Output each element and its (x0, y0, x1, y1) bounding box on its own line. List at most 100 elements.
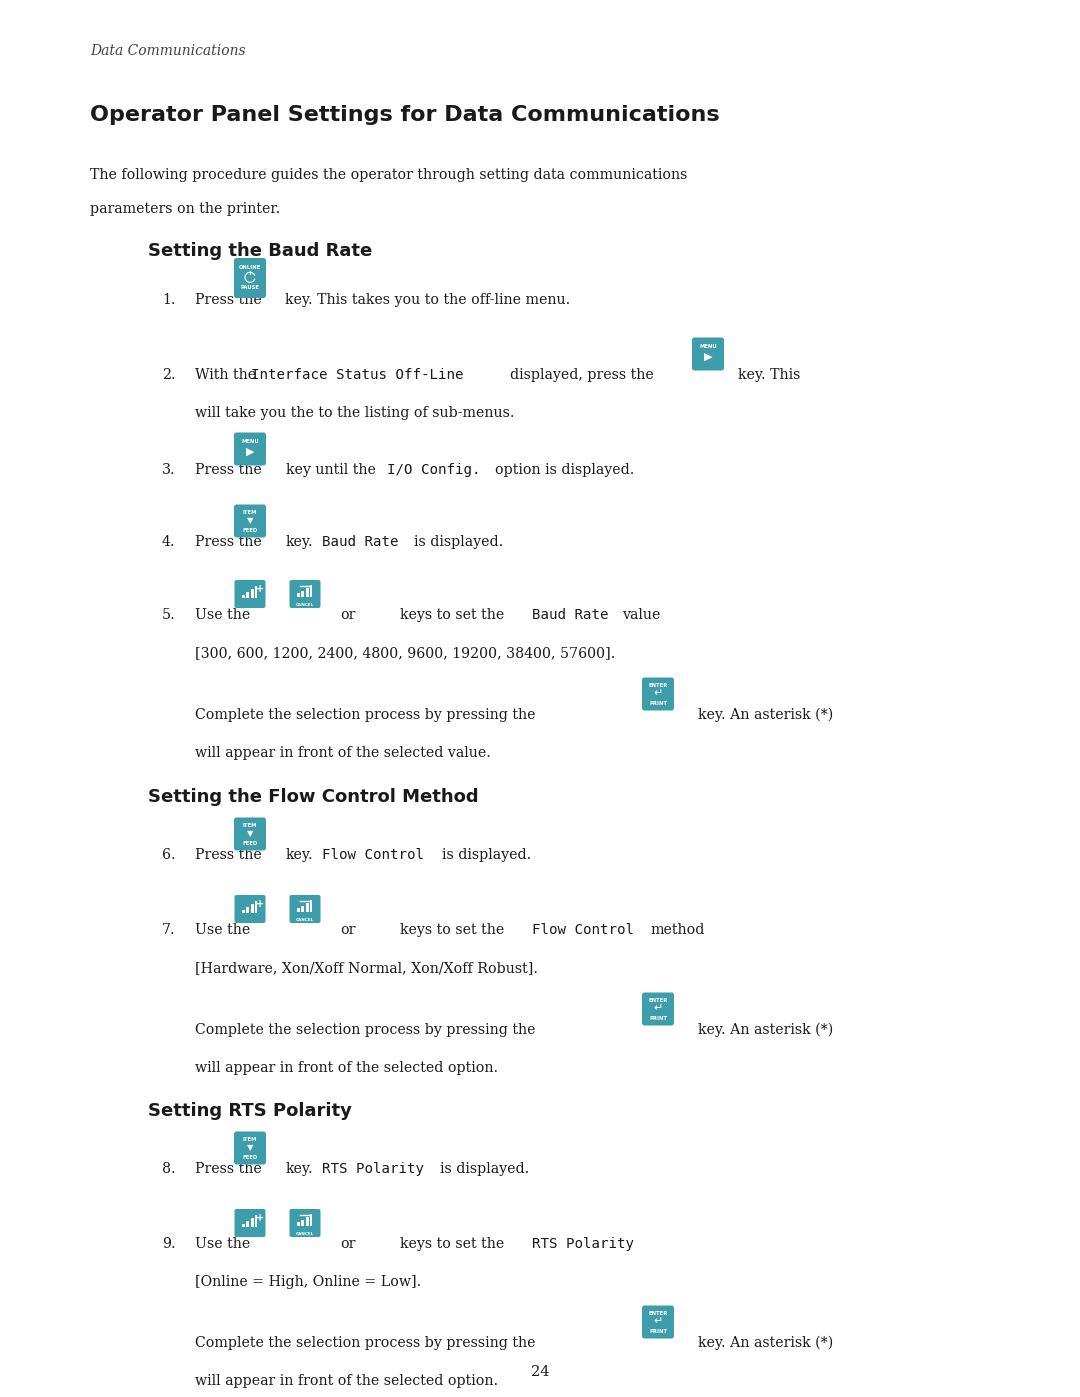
Text: or: or (340, 1236, 355, 1250)
Text: keys to set the: keys to set the (400, 923, 504, 937)
Text: Baud Rate: Baud Rate (322, 535, 399, 549)
FancyBboxPatch shape (234, 1132, 266, 1165)
Text: [Hardware, Xon/Xoff Normal, Xon/Xoff Robust].: [Hardware, Xon/Xoff Normal, Xon/Xoff Rob… (195, 961, 538, 975)
FancyBboxPatch shape (234, 1208, 266, 1236)
Text: ENTER: ENTER (648, 683, 667, 689)
Bar (251, 1218, 254, 1228)
Text: will appear in front of the selected value.: will appear in front of the selected val… (195, 746, 491, 760)
Text: FEED: FEED (242, 841, 258, 845)
Bar (306, 1217, 309, 1227)
Text: CANCEL: CANCEL (296, 918, 314, 922)
Text: Press the: Press the (195, 1162, 261, 1176)
Text: Setting the Baud Rate: Setting the Baud Rate (148, 242, 373, 260)
Text: Use the: Use the (195, 1236, 251, 1250)
Text: Press the: Press the (195, 293, 261, 307)
Text: will appear in front of the selected option.: will appear in front of the selected opt… (195, 1375, 498, 1389)
FancyBboxPatch shape (289, 1208, 321, 1236)
Bar (255, 901, 257, 914)
Text: [300, 600, 1200, 2400, 4800, 9600, 19200, 38400, 57600].: [300, 600, 1200, 2400, 4800, 9600, 19200… (195, 645, 616, 659)
Bar (301, 905, 305, 912)
Text: MENU: MENU (699, 344, 717, 349)
Text: key. This takes you to the off-line menu.: key. This takes you to the off-line menu… (285, 293, 570, 307)
FancyBboxPatch shape (234, 258, 266, 298)
Text: key.: key. (286, 848, 313, 862)
Text: RTS Polarity: RTS Polarity (532, 1236, 634, 1250)
Text: MENU: MENU (241, 439, 259, 444)
Text: Use the: Use the (195, 923, 251, 937)
Text: With the: With the (195, 367, 256, 381)
Text: displayed, press the: displayed, press the (510, 367, 653, 381)
Bar (310, 1214, 312, 1227)
Text: RTS Polarity: RTS Polarity (322, 1162, 424, 1176)
Bar (306, 588, 309, 597)
Text: parameters on the printer.: parameters on the printer. (90, 203, 280, 217)
Text: Interface Status Off-Line: Interface Status Off-Line (251, 367, 463, 381)
Text: value: value (622, 608, 660, 622)
Text: 5.: 5. (162, 608, 176, 622)
Text: Use the: Use the (195, 608, 251, 622)
FancyBboxPatch shape (289, 580, 321, 608)
Text: is displayed.: is displayed. (442, 848, 531, 862)
Text: ENTER: ENTER (648, 1312, 667, 1316)
Bar (297, 908, 300, 912)
Text: Complete the selection process by pressing the: Complete the selection process by pressi… (195, 1023, 536, 1037)
Text: ▼: ▼ (246, 515, 253, 525)
Text: or: or (340, 923, 355, 937)
Text: 2.: 2. (162, 367, 176, 381)
Bar (255, 1215, 257, 1228)
Text: FEED: FEED (242, 1155, 258, 1160)
Text: key. An asterisk (*): key. An asterisk (*) (698, 708, 834, 722)
Text: method: method (650, 923, 704, 937)
Text: keys to set the: keys to set the (400, 1236, 504, 1250)
Bar (301, 591, 305, 597)
Text: +: + (256, 1213, 265, 1224)
Bar (297, 1222, 300, 1227)
FancyBboxPatch shape (642, 678, 674, 711)
Text: key until the: key until the (286, 462, 376, 476)
Text: ▶: ▶ (704, 351, 712, 362)
Text: Operator Panel Settings for Data Communications: Operator Panel Settings for Data Communi… (90, 105, 719, 124)
Text: ▶: ▶ (246, 446, 254, 457)
Bar (251, 904, 254, 914)
Bar (246, 907, 249, 914)
Text: FEED: FEED (242, 528, 258, 532)
Bar (246, 1221, 249, 1228)
Text: Data Communications: Data Communications (90, 43, 245, 59)
Text: 6.: 6. (162, 848, 176, 862)
Bar (297, 594, 300, 597)
Text: 24: 24 (530, 1365, 550, 1379)
Bar (255, 587, 257, 598)
Text: CANCEL: CANCEL (296, 604, 314, 608)
Text: Flow Control: Flow Control (532, 923, 634, 937)
Text: is displayed.: is displayed. (440, 1162, 529, 1176)
Text: PRINT: PRINT (649, 1329, 667, 1334)
Bar (306, 902, 309, 912)
Text: ENTER: ENTER (648, 997, 667, 1003)
Text: Setting the Flow Control Method: Setting the Flow Control Method (148, 788, 478, 806)
Text: key. An asterisk (*): key. An asterisk (*) (698, 1023, 834, 1038)
Text: Complete the selection process by pressing the: Complete the selection process by pressi… (195, 708, 536, 722)
Text: ↵: ↵ (653, 1316, 663, 1326)
Bar (242, 909, 245, 914)
Text: Press the: Press the (195, 848, 261, 862)
Text: key. This: key. This (738, 367, 800, 381)
FancyBboxPatch shape (234, 580, 266, 608)
Text: PAUSE: PAUSE (241, 285, 259, 291)
FancyBboxPatch shape (234, 504, 266, 538)
FancyBboxPatch shape (289, 895, 321, 923)
FancyBboxPatch shape (642, 992, 674, 1025)
Bar (242, 1224, 245, 1228)
Bar (301, 1220, 305, 1227)
Bar (246, 592, 249, 598)
Text: key.: key. (286, 1162, 313, 1176)
Text: 1.: 1. (162, 293, 175, 307)
Text: Flow Control: Flow Control (322, 848, 424, 862)
Text: 8.: 8. (162, 1162, 176, 1176)
Text: keys to set the: keys to set the (400, 608, 504, 622)
Text: +: + (256, 584, 265, 594)
Text: PRINT: PRINT (649, 1016, 667, 1021)
FancyBboxPatch shape (234, 895, 266, 923)
Text: Baud Rate: Baud Rate (532, 608, 608, 622)
Text: [Online = High, Online = Low].: [Online = High, Online = Low]. (195, 1275, 421, 1289)
Text: ▼: ▼ (246, 1143, 253, 1153)
